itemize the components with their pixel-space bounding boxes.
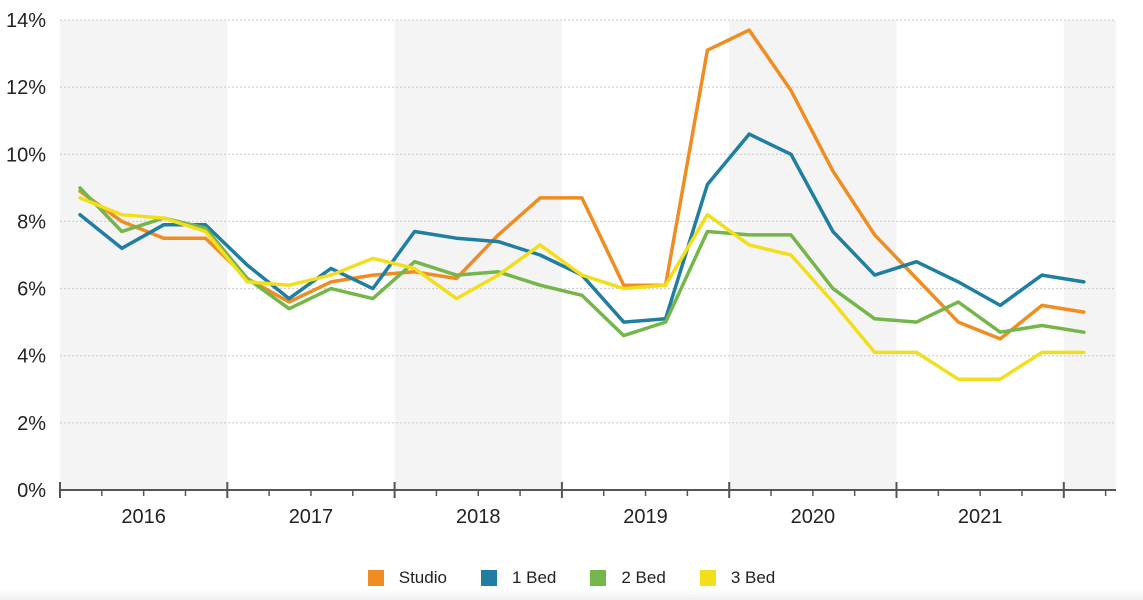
y-tick-label-6: 6% [17, 279, 46, 301]
legend-swatch-1-bed [480, 570, 497, 586]
bottom-fade [0, 590, 1143, 600]
x-tick-label-2016: 2016 [121, 506, 166, 528]
legend-label-2-bed: 2 Bed [621, 568, 666, 587]
y-tick-label-4: 4% [17, 346, 46, 368]
year-band-7 [1063, 20, 1116, 490]
legend-swatch-2-bed [590, 570, 607, 586]
legend-swatch-3-bed [699, 570, 716, 586]
x-tick-label-2017: 2017 [289, 506, 334, 528]
x-tick-label-2020: 2020 [791, 506, 836, 528]
x-tick-label-2019: 2019 [623, 506, 668, 528]
series-line-2-bed [78, 186, 1086, 338]
year-band-6 [896, 20, 1064, 490]
year-band-4 [561, 20, 730, 490]
x-tick-label-2021: 2021 [958, 506, 1003, 528]
legend-label-1-bed: 1 Bed [511, 568, 557, 587]
legend-label-studio: Studio [398, 568, 447, 587]
year-band-2 [227, 20, 395, 490]
year-band-1 [60, 20, 228, 490]
y-tick-label-8: 8% [17, 211, 46, 233]
legend-item-2-bed[interactable]: 2 Bed [590, 568, 666, 588]
x-tick-label-2018: 2018 [456, 506, 501, 528]
y-tick-label-14: 14% [6, 10, 46, 32]
legend-label-3-bed: 3 Bed [730, 568, 776, 587]
chart-legend: Studio 1 Bed 2 Bed 3 Bed [0, 565, 1143, 591]
legend-swatch-studio [367, 570, 384, 586]
y-tick-label-10: 10% [6, 144, 46, 166]
year-band-5 [729, 20, 897, 490]
legend-item-studio[interactable]: Studio [367, 568, 447, 588]
series-line-3-bed [78, 196, 1086, 381]
y-tick-label-12: 12% [6, 77, 46, 99]
legend-item-3-bed[interactable]: 3 Bed [699, 568, 776, 588]
y-tick-label-2: 2% [17, 413, 46, 435]
legend-item-1-bed[interactable]: 1 Bed [480, 568, 557, 588]
y-tick-label-0: 0% [17, 480, 46, 502]
